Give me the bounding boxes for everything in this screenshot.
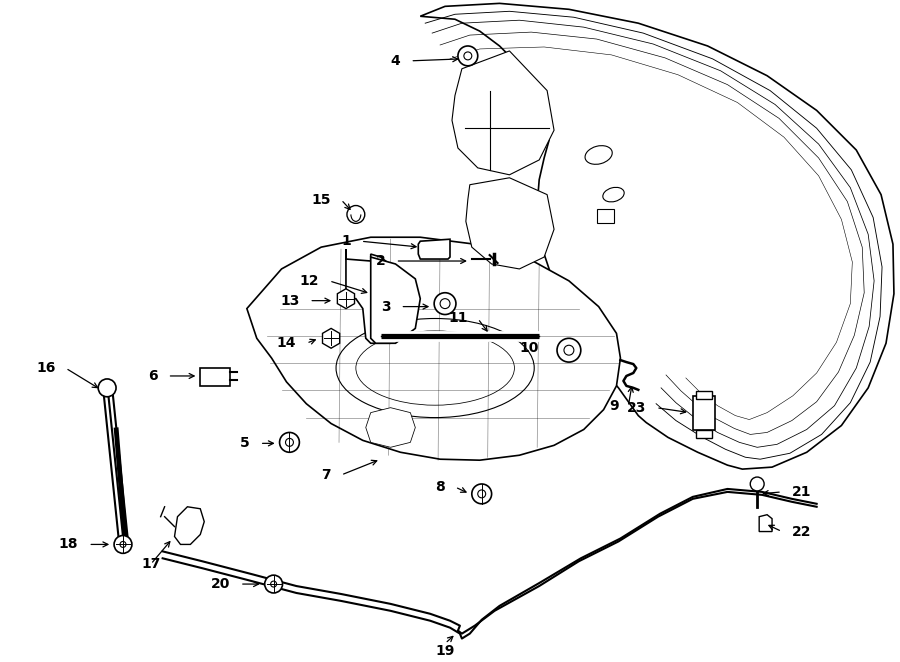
Text: 20: 20 [211,577,230,591]
PathPatch shape [346,249,395,344]
Bar [693,396,715,430]
Ellipse shape [356,331,515,405]
Circle shape [285,438,293,446]
FancyBboxPatch shape [597,209,615,223]
Ellipse shape [336,318,535,418]
Circle shape [478,490,486,498]
Text: 16: 16 [36,361,56,375]
Polygon shape [322,328,339,348]
Text: 18: 18 [58,538,78,551]
Circle shape [114,536,132,553]
Text: 12: 12 [300,274,319,288]
Text: 10: 10 [520,341,539,355]
Polygon shape [466,178,554,269]
Text: 8: 8 [436,480,445,494]
Text: 7: 7 [321,468,331,482]
Text: 1: 1 [341,234,351,248]
Circle shape [98,379,116,397]
Circle shape [434,293,456,314]
Polygon shape [247,237,620,460]
Circle shape [265,575,283,593]
Circle shape [440,299,450,308]
Bar [696,391,712,399]
Text: 13: 13 [280,294,300,308]
Polygon shape [365,408,415,448]
PathPatch shape [371,257,420,344]
Text: 2: 2 [376,254,385,268]
Polygon shape [420,3,894,469]
Circle shape [280,432,300,452]
Text: 6: 6 [148,369,157,383]
Text: 15: 15 [311,193,331,207]
Circle shape [271,581,276,587]
PathPatch shape [175,507,204,544]
Ellipse shape [603,187,625,202]
PathPatch shape [760,514,772,532]
Text: 23: 23 [626,401,646,414]
Text: 9: 9 [608,399,618,412]
Text: 21: 21 [792,485,812,499]
Bar [201,368,230,386]
Text: 17: 17 [141,557,160,571]
Bar [696,430,712,438]
Text: 4: 4 [391,54,401,68]
Circle shape [564,346,574,355]
Ellipse shape [585,146,612,164]
Circle shape [472,484,491,504]
Circle shape [346,205,364,223]
Text: 19: 19 [436,643,454,657]
Circle shape [458,46,478,66]
Text: 3: 3 [381,300,391,314]
Polygon shape [452,51,554,175]
Text: 5: 5 [240,436,250,450]
Circle shape [751,477,764,491]
Circle shape [120,542,126,547]
Circle shape [464,52,472,60]
PathPatch shape [418,239,450,259]
Circle shape [557,338,580,362]
Text: 11: 11 [448,312,468,326]
Text: 14: 14 [277,336,296,350]
Polygon shape [338,289,355,308]
Text: 22: 22 [792,524,812,539]
